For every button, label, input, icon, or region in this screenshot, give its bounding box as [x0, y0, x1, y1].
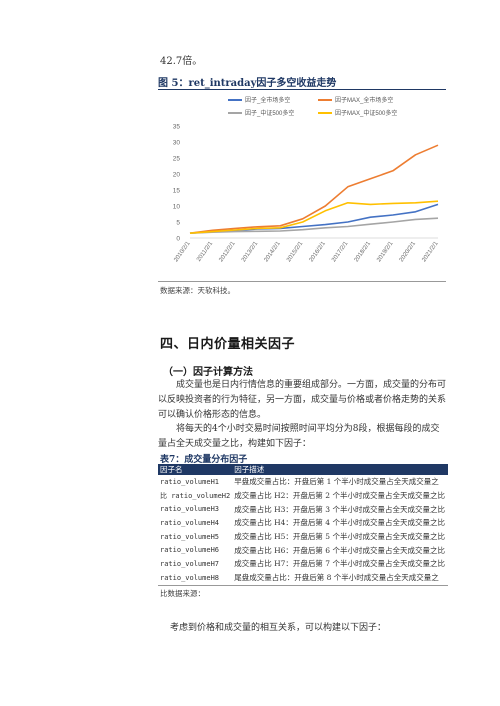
factor-table: 因子名 因子描述 ratio_volumeH1 早盘成交量占比：开盘后第 1 个半…: [158, 464, 448, 585]
factor-name-cell: ratio_volumeH1: [160, 477, 220, 486]
factor-name-cell: ratio_volumeH6: [160, 546, 220, 555]
x-tick-label: 2019/2/1: [376, 240, 395, 263]
factor-name-cell: ratio_volumeH4: [160, 518, 220, 527]
subsection-title: （一）因子计算方法: [163, 367, 253, 378]
y-tick-label: 15: [173, 188, 181, 195]
x-axis: 2010/2/1 2011/2/1 2012/2/1 2013/2/1 2014/2/1…: [173, 240, 440, 263]
factor-desc-cell: 成交量占比 H2：开盘后第 2 个半小时成交量占全天成交量之比: [234, 491, 445, 501]
factor-desc-cell: 成交量占比 H4：开盘后第 4 个半小时成交量占全天成交量之比: [234, 518, 445, 528]
x-tick-label: 2014/2/1: [264, 240, 283, 263]
x-tick-label: 2010/2/1: [173, 240, 192, 263]
source-rule: [158, 281, 446, 282]
header-factor-name: 因子名: [158, 464, 233, 475]
y-tick-label: 5: [176, 220, 180, 227]
y-tick-label: 30: [173, 140, 181, 147]
factor-name-cell: ratio_volumeH3: [160, 505, 220, 514]
figure-title-rule: [158, 89, 446, 91]
paragraph-volume-method: 将每天的4个小时交易时间按照时间平均分为8段，根据每段的成交量占全天成交量之比，…: [158, 424, 440, 449]
figure-source: 数据来源：天软科技。: [160, 286, 235, 295]
table-bottom-rule: [158, 585, 448, 586]
factor-desc-cell: 成交量占比 H3：开盘后第 3 个半小时成交量占全天成交量之比: [234, 504, 445, 514]
table-title: 表7：成交量分布因子: [160, 455, 248, 465]
legend-label: 因子MAX_全市场多空: [335, 96, 393, 104]
x-tick-label: 2011/2/1: [196, 240, 214, 263]
header-factor-desc: 因子描述: [232, 464, 448, 475]
x-tick-label: 2013/2/1: [241, 240, 260, 263]
y-tick-label: 35: [173, 124, 181, 131]
legend-label: 因子_全市场多空: [245, 96, 290, 104]
x-tick-label: 2015/2/1: [286, 240, 305, 263]
legend-label: 因子_中证500多空: [245, 109, 294, 117]
factor-desc-cell: 成交量占比 H5：开盘后第 5 个半小时成交量占全天成交量之比: [234, 532, 445, 542]
table-row: ratio_volumeH3 成交量占比 H3：开盘后第 3 个半小时成交量占全天…: [158, 502, 448, 516]
y-axis: 0 5 10 15 20 25 30 35: [173, 124, 438, 243]
series-line: [189, 144, 439, 234]
legend-label: 因子MAX_中证500多空: [335, 109, 397, 117]
x-tick-label: 2016/2/1: [309, 240, 328, 263]
table-header-row: 因子名 因子描述: [158, 464, 448, 475]
table-row: ratio_volumeH5 成交量占比 H5：开盘后第 5 个半小时成交量占全天…: [158, 530, 448, 544]
paragraph-volume-intro: 成交量也是日内行情信息的重要组成部分。一方面，成交量的分布可以反映投资者的行为特…: [158, 380, 447, 420]
factor-name-cell: ratio_volumeH5: [160, 532, 220, 541]
table-row: ratio_volumeH4 成交量占比 H4：开盘后第 4 个半小时成交量占全天…: [158, 516, 448, 530]
figure-title: 图 5：ret_intraday因子多空收益走势: [158, 78, 337, 89]
series-line: [189, 200, 439, 234]
x-tick-label: 2018/2/1: [354, 240, 373, 263]
factor-desc-cell: 早盘成交量占比：开盘后第 1 个半小时成交量占全天成交量之: [234, 477, 439, 487]
paragraph-price-volume: 考虑到价格和成交量的相互关系，可以构建以下因子：: [170, 623, 387, 633]
factor-name-cell: ratio_volumeH8: [160, 573, 220, 582]
factor-name-cell: 比 ratio_volumeH2: [160, 491, 231, 500]
x-tick-label: 2020/2/1: [399, 240, 418, 263]
series-line: [189, 217, 439, 234]
section-title: 四、日内价量相关因子: [160, 337, 296, 352]
table-row: 比 ratio_volumeH2 成交量占比 H2：开盘后第 2 个半小时成交量占…: [158, 489, 448, 503]
factor-name-cell: ratio_volumeH7: [160, 559, 220, 568]
x-tick-label: 2012/2/1: [218, 240, 237, 263]
factor-desc-cell: 成交量占比 H7：开盘后第 7 个半小时成交量占全天成交量之比: [234, 559, 445, 569]
y-tick-label: 10: [173, 204, 181, 211]
y-tick-label: 0: [176, 236, 180, 243]
table-row: ratio_volumeH6 成交量占比 H6：开盘后第 6 个半小时成交量占全天…: [158, 543, 448, 557]
table-source: 比数据来源：: [160, 589, 205, 598]
intro-text: 42.7倍。: [160, 56, 203, 67]
factor-desc-cell: 尾盘成交量占比：开盘后第 8 个半小时成交量占全天成交量之: [234, 573, 439, 583]
x-tick-label: 2017/2/1: [331, 240, 350, 263]
factor-desc-cell: 成交量占比 H6：开盘后第 6 个半小时成交量占全天成交量之比: [234, 545, 445, 555]
y-tick-label: 25: [173, 156, 181, 163]
table-row: ratio_volumeH8 尾盘成交量占比：开盘后第 8 个半小时成交量占全天成…: [158, 571, 448, 585]
y-tick-label: 20: [173, 172, 181, 179]
plot-lines: [189, 144, 439, 234]
table-row: ratio_volumeH1 早盘成交量占比：开盘后第 1 个半小时成交量占全天成…: [158, 475, 448, 489]
table-row: ratio_volumeH7 成交量占比 H7：开盘后第 7 个半小时成交量占全天…: [158, 557, 448, 571]
x-tick-label: 2021/2/1: [421, 240, 440, 263]
